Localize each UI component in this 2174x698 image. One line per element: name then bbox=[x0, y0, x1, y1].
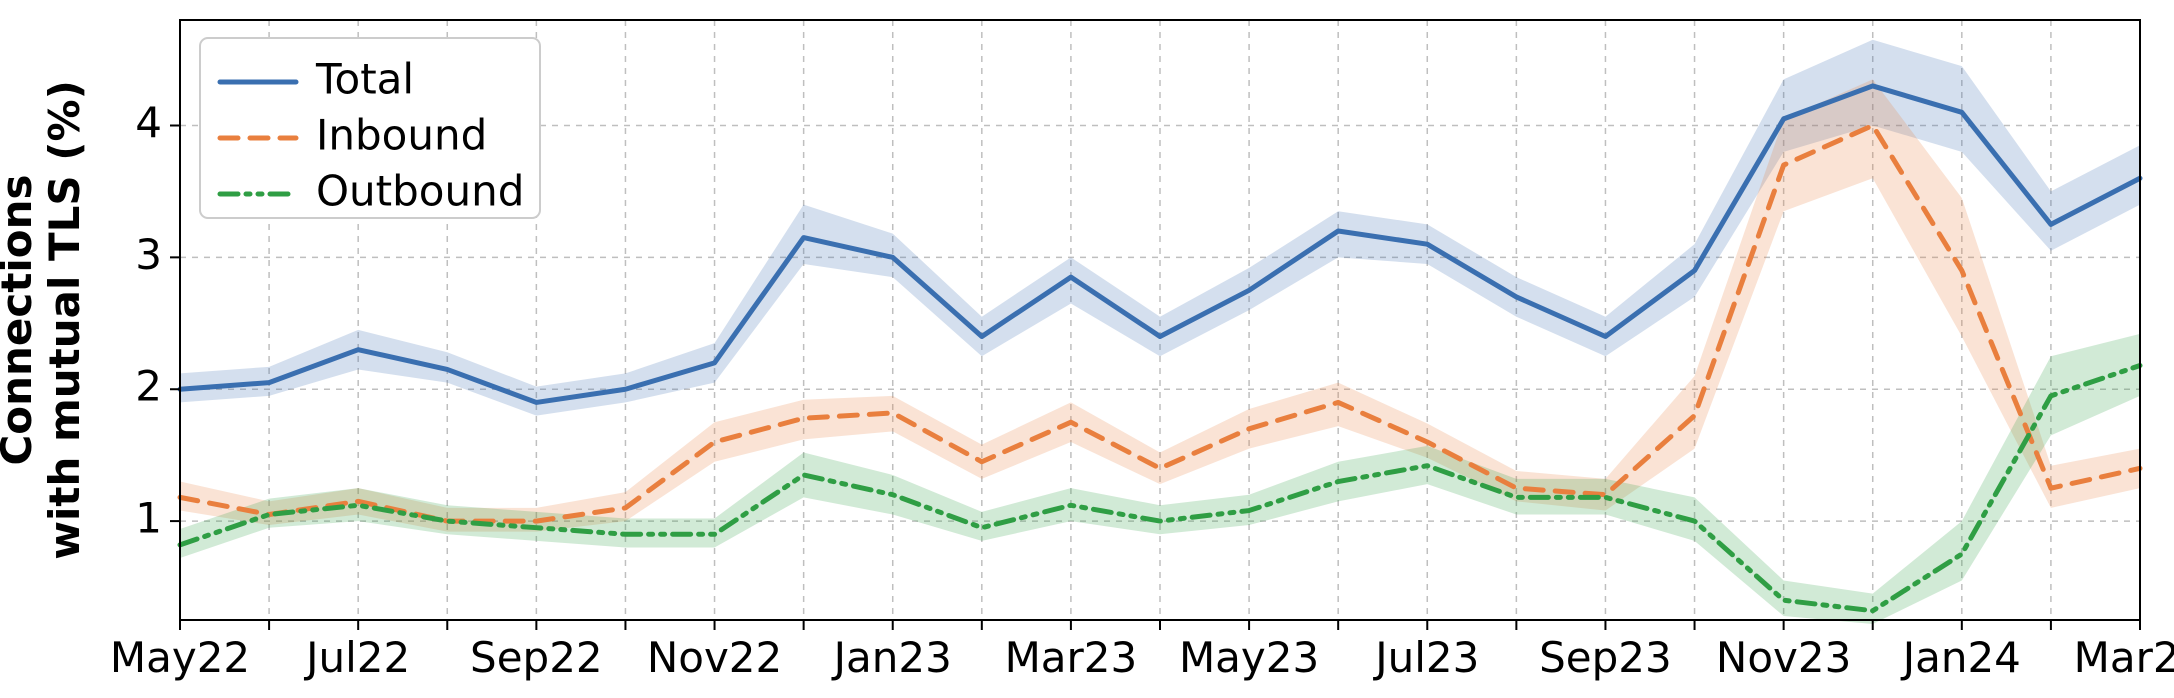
ytick-label: 2 bbox=[135, 362, 162, 411]
ytick-label: 3 bbox=[135, 230, 162, 279]
ytick-label: 4 bbox=[135, 98, 162, 147]
xtick-label: Sep22 bbox=[470, 633, 603, 682]
xtick-label: Jan23 bbox=[831, 633, 952, 682]
xtick-label: Mar24 bbox=[2074, 633, 2174, 682]
xtick-label: Jan24 bbox=[1900, 633, 2021, 682]
ytick-label: 1 bbox=[135, 494, 162, 543]
tls-connections-chart: 1 2 3 4 May22 Jul22 Sep22 Nov22 Jan23 Mar23 May23 J… bbox=[0, 0, 2174, 698]
xtick-label: Sep23 bbox=[1539, 633, 1672, 682]
xtick-label: Jul23 bbox=[1372, 633, 1479, 682]
xtick-label: Nov23 bbox=[1716, 633, 1851, 682]
legend-label: Inbound bbox=[316, 111, 487, 160]
xtick-label: Mar23 bbox=[1005, 633, 1138, 682]
chart-svg: 1 2 3 4 May22 Jul22 Sep22 Nov22 Jan23 Mar23 May23 J… bbox=[0, 0, 2174, 698]
xtick-label: May23 bbox=[1179, 633, 1319, 682]
legend-label: Outbound bbox=[316, 167, 524, 216]
xtick-label: Jul22 bbox=[303, 633, 410, 682]
legend-label: Total bbox=[315, 55, 414, 104]
legend: Total Inbound Outbound bbox=[200, 38, 540, 218]
xtick-label: May22 bbox=[110, 633, 250, 682]
xtick-label: Nov22 bbox=[647, 633, 782, 682]
